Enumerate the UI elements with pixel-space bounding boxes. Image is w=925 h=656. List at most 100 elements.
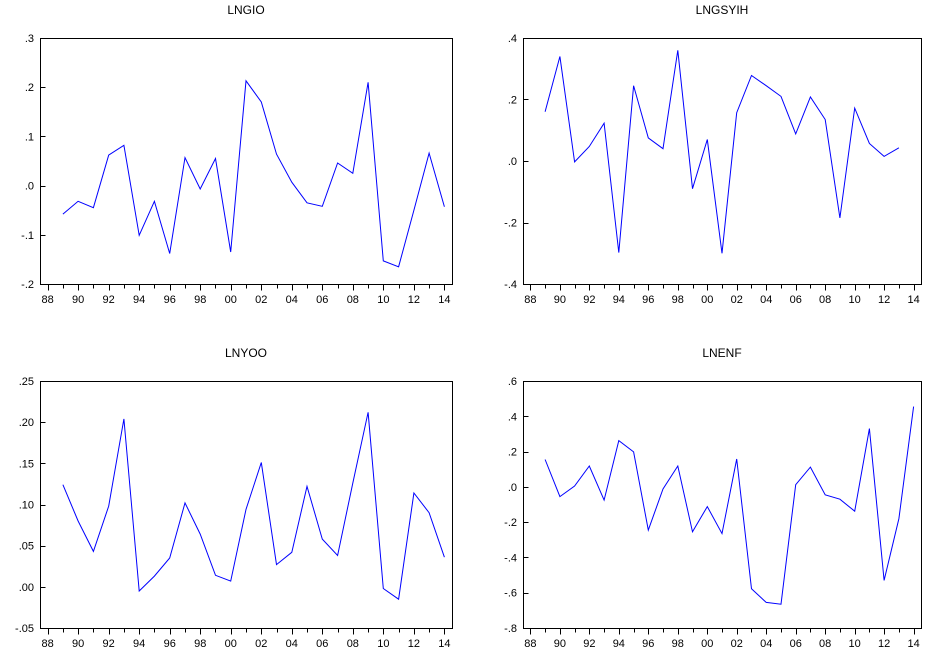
x-tick-label: 00 (225, 294, 237, 306)
x-tick-label: 08 (347, 294, 359, 306)
y-tick-label: .4 (508, 33, 517, 45)
x-axis: 88 90 92 94 96 98 00 02 04 06 08 10 12 14 (524, 284, 920, 306)
x-tick-label: 06 (316, 638, 328, 650)
y-tick-label: .00 (19, 582, 34, 594)
y-tick-label: .6 (508, 376, 517, 388)
chart-title: LNENF (702, 346, 741, 360)
x-tick-label: 10 (377, 638, 389, 650)
x-axis: 88 90 92 94 96 98 00 02 04 06 08 10 12 14 (524, 628, 920, 650)
x-tick-label: 92 (583, 294, 595, 306)
y-tick-label: -.1 (21, 230, 34, 242)
y-tick-label: .0 (25, 181, 34, 193)
y-tick-label: -.2 (504, 517, 517, 529)
x-tick-label: 02 (731, 638, 743, 650)
y-axis: .3 .2 .1 .0 -.1 -.2 (21, 33, 46, 291)
y-tick-label: .1 (25, 131, 34, 143)
y-tick-label: -.4 (504, 279, 517, 291)
x-tick-label: 12 (408, 638, 420, 650)
series-line (544, 50, 900, 254)
y-tick-label: -.05 (15, 623, 34, 635)
x-tick-label: 10 (849, 638, 861, 650)
y-tick-label: .25 (19, 376, 34, 388)
x-tick-label: 98 (194, 638, 206, 650)
x-tick-label: 90 (72, 638, 84, 650)
x-tick-label: 94 (133, 294, 145, 306)
y-axis: .4 .2 .0 -.2 -.4 (504, 33, 529, 291)
x-tick-label: 10 (377, 294, 389, 306)
x-tick-label: 98 (672, 638, 684, 650)
x-tick-label: 04 (286, 294, 298, 306)
x-tick-label: 02 (255, 294, 267, 306)
x-axis: 88 90 92 94 96 98 00 02 04 06 08 10 12 14 (42, 284, 450, 306)
x-tick-label: 08 (347, 638, 359, 650)
x-tick-label: 92 (103, 638, 115, 650)
x-tick-label: 00 (701, 638, 713, 650)
x-tick-label: 08 (819, 294, 831, 306)
x-tick-label: 94 (613, 294, 625, 306)
x-tick-label: 06 (316, 294, 328, 306)
y-tick-label: .4 (508, 411, 517, 423)
x-tick-label: 02 (255, 638, 267, 650)
x-tick-label: 14 (908, 638, 920, 650)
y-tick-label: -.8 (504, 623, 517, 635)
series-line (62, 412, 445, 601)
y-tick-label: .15 (19, 458, 34, 470)
x-tick-label: 02 (731, 294, 743, 306)
x-tick-label: 14 (908, 294, 920, 306)
x-tick-label: 96 (642, 294, 654, 306)
y-axis: .6 .4 .2 .0 -.2 -.4 -.6 -.8 (504, 376, 529, 635)
chart-title: LNYOO (225, 346, 267, 360)
x-tick-label: 06 (790, 638, 802, 650)
series-line (544, 406, 915, 605)
y-tick-label: -.2 (504, 218, 517, 230)
x-tick-label: 94 (613, 638, 625, 650)
x-tick-label: 92 (103, 294, 115, 306)
x-tick-label: 90 (554, 638, 566, 650)
y-tick-label: .2 (25, 82, 34, 94)
chart-panel-lnyoo: LNYOO .25 .20 .15 .10 .05 .00 -.05 88 90 92 94 96 9… (15, 346, 453, 650)
x-tick-label: 90 (554, 294, 566, 306)
x-tick-label: 04 (286, 638, 298, 650)
chart-panel-lngio: LNGIO .3 .2 .1 .0 -.1 -.2 88 90 92 94 96 98 00 02 04 0… (21, 3, 453, 306)
y-tick-label: -.2 (21, 279, 34, 291)
x-tick-label: 88 (524, 638, 536, 650)
x-tick-label: 88 (524, 294, 536, 306)
y-tick-label: .10 (19, 500, 34, 512)
x-tick-label: 90 (72, 294, 84, 306)
x-tick-label: 12 (878, 294, 890, 306)
y-tick-label: -.6 (504, 588, 517, 600)
y-tick-label: .0 (508, 482, 517, 494)
x-tick-label: 98 (672, 294, 684, 306)
y-tick-label: .2 (508, 95, 517, 107)
x-tick-label: 10 (849, 294, 861, 306)
y-tick-label: .2 (508, 447, 517, 459)
series-line (62, 79, 445, 268)
y-tick-label: .20 (19, 417, 34, 429)
x-tick-label: 96 (164, 638, 176, 650)
chart-title: LNGSYIH (696, 3, 749, 17)
y-tick-label: .05 (19, 541, 34, 553)
x-tick-label: 14 (438, 638, 450, 650)
y-tick-label: .0 (508, 156, 517, 168)
x-tick-label: 12 (408, 294, 420, 306)
x-tick-label: 94 (133, 638, 145, 650)
x-tick-label: 98 (194, 294, 206, 306)
x-axis: 88 90 92 94 96 98 00 02 04 06 08 10 12 14 (42, 628, 450, 650)
x-tick-label: 08 (819, 638, 831, 650)
x-tick-label: 04 (760, 294, 772, 306)
x-tick-label: 14 (438, 294, 450, 306)
chart-title: LNGIO (227, 3, 264, 17)
chart-panel-lngsyih: LNGSYIH .4 .2 .0 -.2 -.4 88 90 92 94 96 98 00 02 04 0… (504, 3, 922, 306)
y-tick-label: .3 (25, 33, 34, 45)
y-tick-label: -.4 (504, 552, 517, 564)
x-tick-label: 00 (701, 294, 713, 306)
x-tick-label: 96 (642, 638, 654, 650)
x-tick-label: 88 (42, 294, 54, 306)
x-tick-label: 96 (164, 294, 176, 306)
x-tick-label: 00 (225, 638, 237, 650)
x-tick-label: 06 (790, 294, 802, 306)
chart-panel-lnenf: LNENF .6 .4 .2 .0 -.2 -.4 -.6 -.8 88 90 92 94 96 98 0… (504, 346, 922, 650)
x-tick-label: 92 (583, 638, 595, 650)
